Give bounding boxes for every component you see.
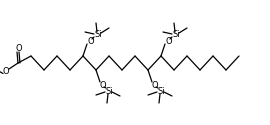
Text: O: O xyxy=(2,67,9,76)
Text: Si: Si xyxy=(94,30,102,39)
Text: Si: Si xyxy=(157,87,165,96)
Text: Si: Si xyxy=(105,87,113,96)
Text: O: O xyxy=(87,36,94,46)
Text: O: O xyxy=(100,81,106,90)
Text: O: O xyxy=(152,81,158,90)
Text: Si: Si xyxy=(172,30,180,39)
Text: O: O xyxy=(15,44,22,53)
Text: O: O xyxy=(165,36,172,46)
